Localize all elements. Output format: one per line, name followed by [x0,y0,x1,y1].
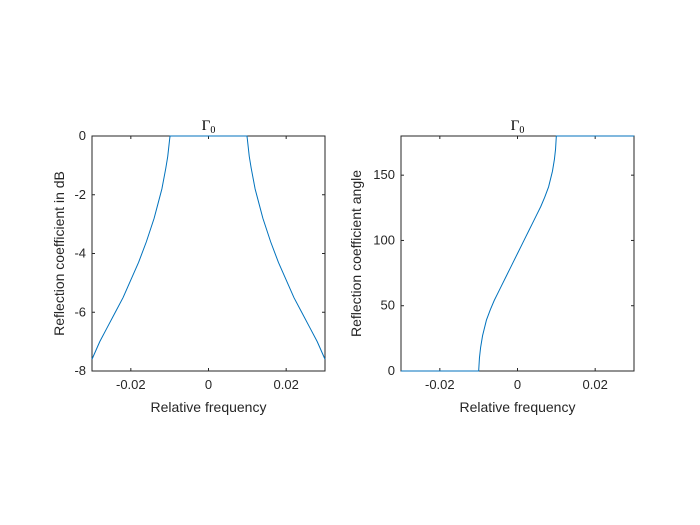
chart-title: Γ0 [511,118,525,136]
y-tick-label: 150 [373,167,395,182]
x-tick-label: 0.02 [583,377,608,392]
series-line [401,135,634,372]
y-axis-label: Reflection coefficient in dB [51,171,67,336]
x-axis-label: Relative frequency [151,399,267,415]
axes-frame [91,135,326,372]
chart-title-main: Γ [202,118,211,134]
series-line [91,135,326,360]
x-tick-label: 0.02 [274,377,299,392]
chart-title-subscript: 0 [210,125,215,136]
y-tick-label: 0 [79,128,86,143]
x-tick-label: -0.02 [425,377,455,392]
x-tick-label: 0 [514,377,521,392]
chart-title-subscript: 0 [519,125,524,136]
y-tick-label: -4 [74,246,86,261]
x-axis-label: Relative frequency [460,399,576,415]
x-tick-label: 0 [205,377,212,392]
y-tick-label: 50 [381,298,395,313]
y-tick-label: 100 [373,232,395,247]
y-tick-label: -8 [74,363,86,378]
x-tick-label: -0.02 [116,377,146,392]
y-axis-label: Reflection coefficient angle [348,170,364,337]
chart-title: Γ0 [202,118,216,136]
y-tick-label: -2 [74,187,86,202]
chart-title-main: Γ [511,118,520,134]
y-tick-label: 0 [388,363,395,378]
y-tick-label: -6 [74,304,86,319]
